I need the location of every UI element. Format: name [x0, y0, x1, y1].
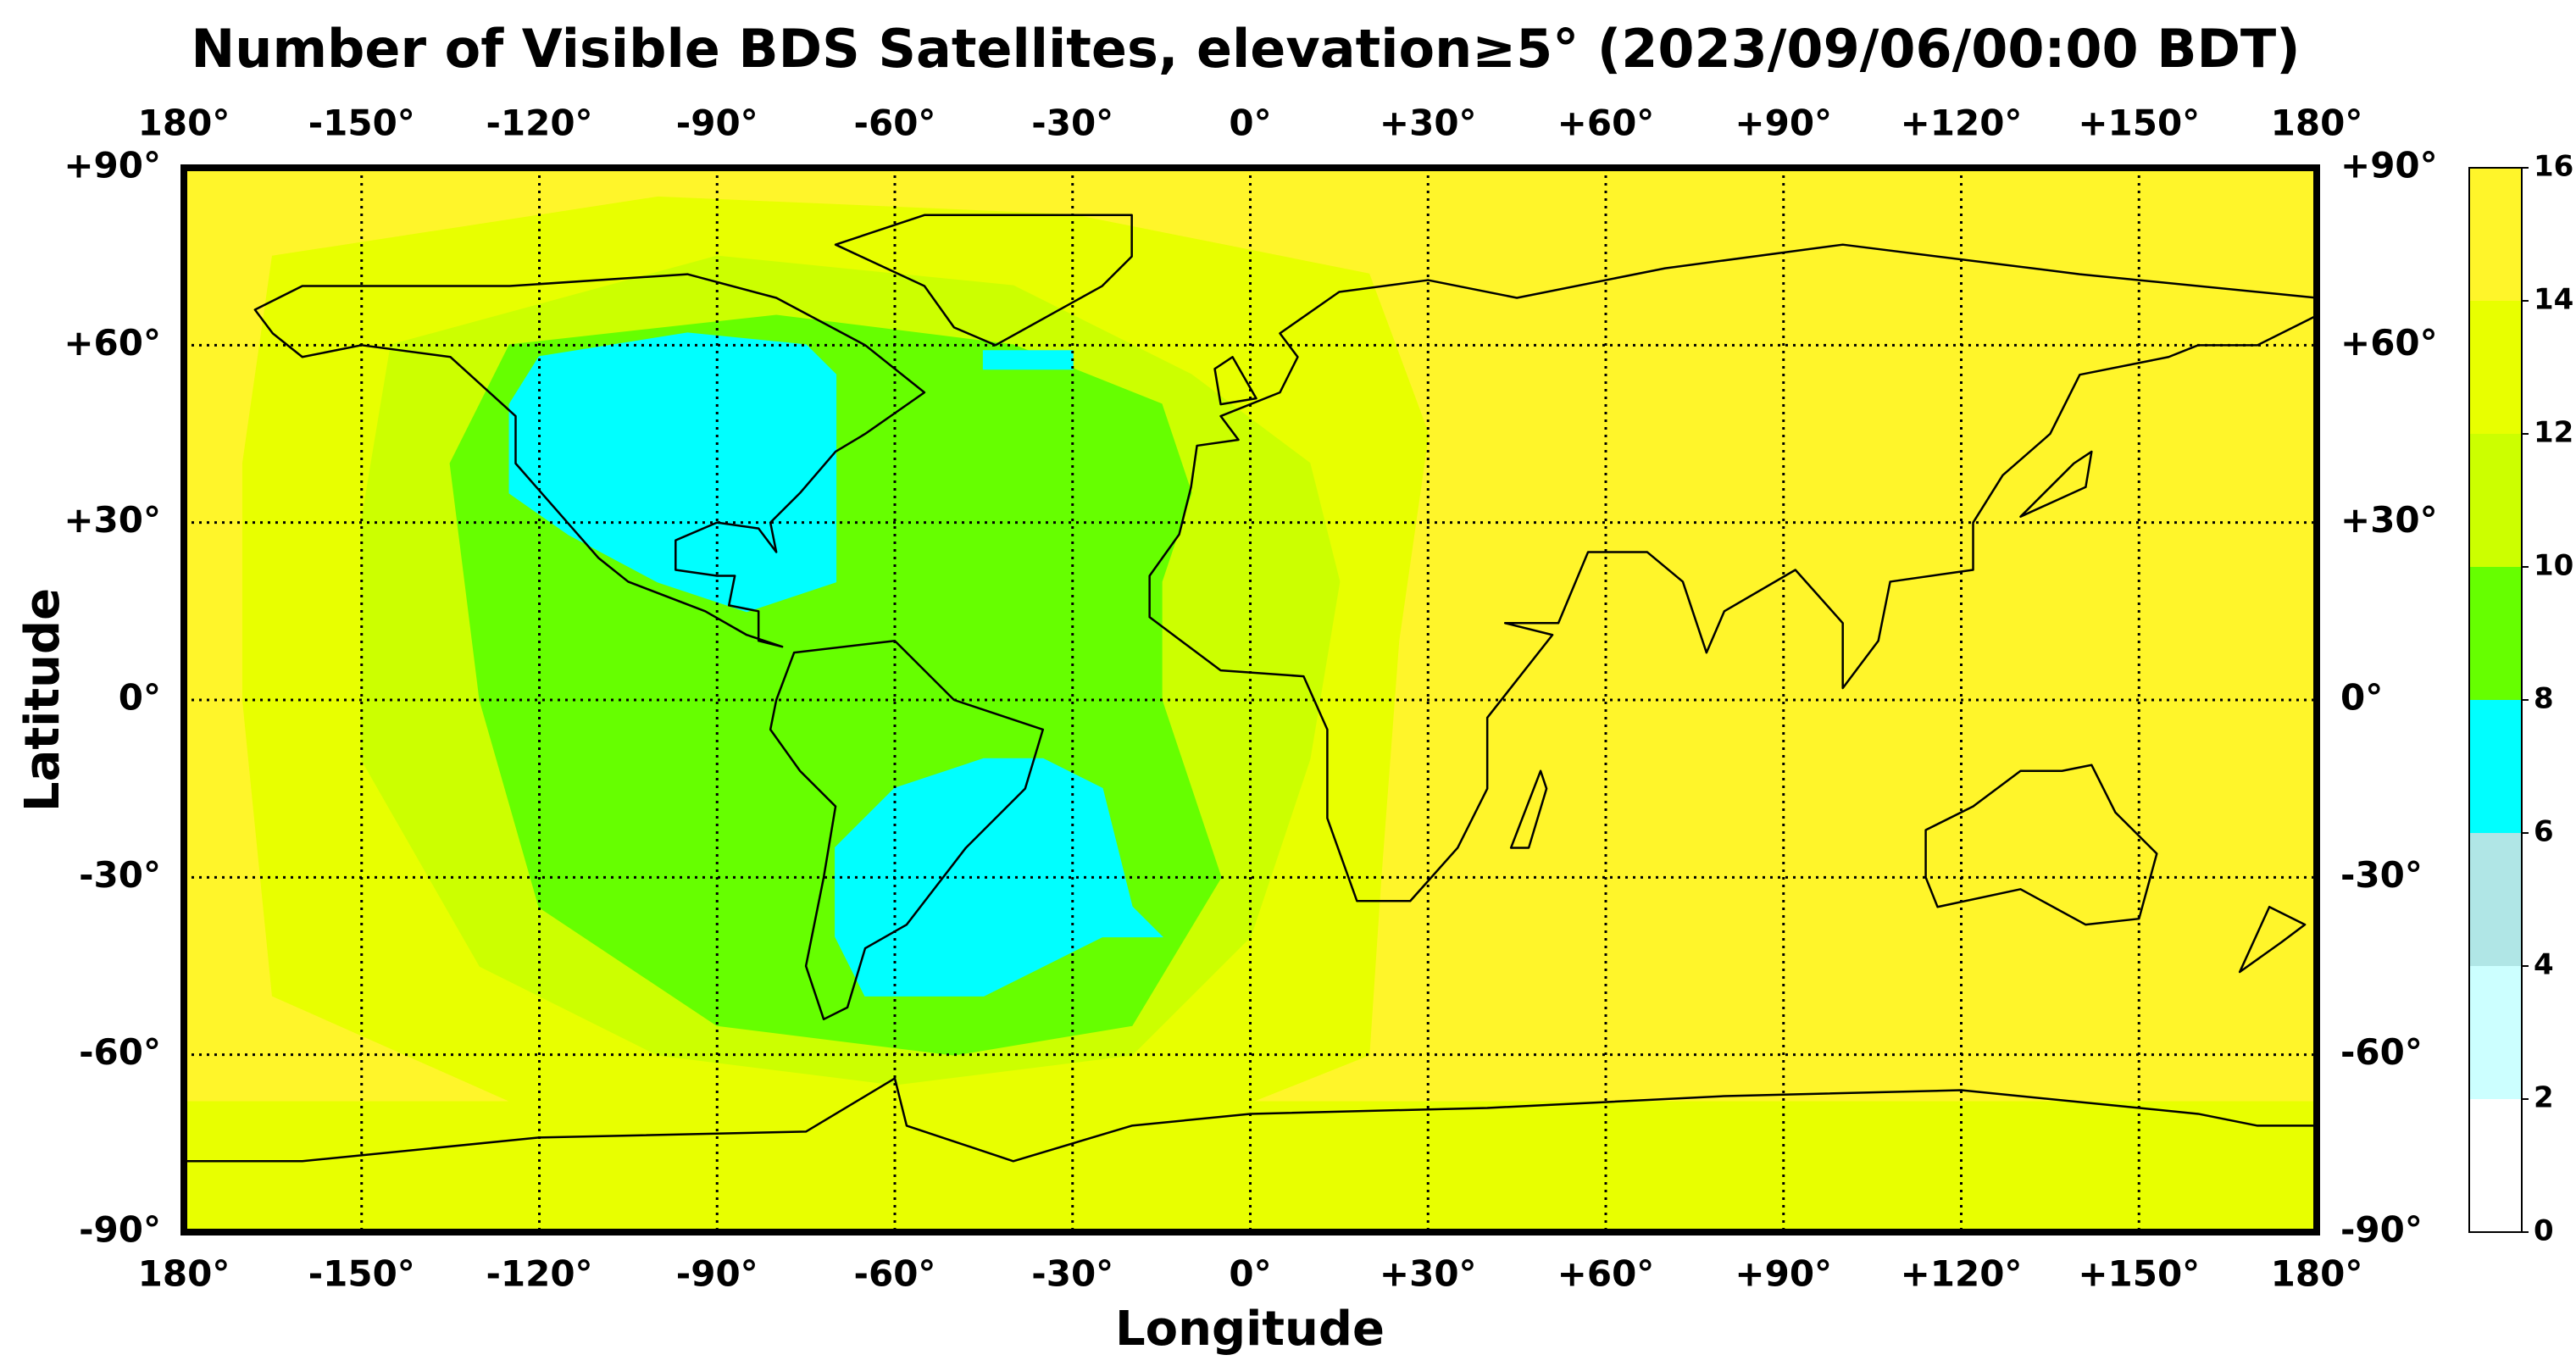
- coastlines: [184, 215, 2317, 1161]
- x-tick-label: +120°: [1901, 1253, 2023, 1295]
- x-tick-label: -150°: [308, 103, 415, 144]
- coastline: [770, 641, 1043, 1019]
- x-tick-label: 180°: [138, 103, 230, 144]
- colorbar-swatch: [2469, 301, 2522, 434]
- colorbar-swatch: [2469, 567, 2522, 700]
- x-tick-label: +120°: [1901, 103, 2023, 144]
- y-tick-label: -90°: [2340, 1209, 2423, 1251]
- coastline: [1215, 357, 2306, 972]
- x-tick-label: +90°: [1735, 1253, 1832, 1295]
- x-tick-label: -90°: [676, 1253, 758, 1295]
- plot-frame: [180, 164, 2320, 1236]
- coastline: [836, 215, 1132, 346]
- x-tick-label: 180°: [2271, 1253, 2363, 1295]
- colorbar-tick-label: 12: [2534, 416, 2573, 450]
- y-tick-label: -60°: [79, 1031, 161, 1073]
- x-tick-label: -60°: [854, 1253, 936, 1295]
- region: [982, 350, 1074, 370]
- y-tick-label: +60°: [64, 322, 161, 364]
- x-tick-label: +30°: [1380, 103, 1477, 144]
- field: [183, 167, 2318, 1233]
- y-tick-label: -90°: [79, 1209, 161, 1251]
- colorbar-tick-label: 16: [2534, 150, 2573, 184]
- x-tick-label: -150°: [308, 1253, 415, 1295]
- region: [508, 332, 837, 613]
- chart-title: Number of Visible BDS Satellites, elevat…: [191, 18, 2300, 80]
- x-tick-label: 180°: [138, 1253, 230, 1295]
- coastline: [1150, 245, 2317, 902]
- y-tick-label: +30°: [64, 499, 161, 541]
- y-tick-label: 0°: [119, 677, 161, 719]
- coastline: [255, 275, 924, 647]
- colorbar-swatch: [2469, 168, 2522, 301]
- colorbar: 0 2 4 6 8 10 12 14 16: [2468, 150, 2573, 1248]
- x-tick-label: 0°: [1229, 1253, 1271, 1295]
- x-tick-label: +150°: [2078, 1253, 2200, 1295]
- x-tick-label: -90°: [676, 103, 758, 144]
- x-tick-label: +90°: [1735, 103, 1832, 144]
- colorbar-tick-label: 0: [2534, 1214, 2554, 1248]
- colorbar-swatch: [2469, 833, 2522, 966]
- y-tick-label: 0°: [2340, 677, 2383, 719]
- y-tick-label: +60°: [2340, 322, 2438, 364]
- x-tick-label: +30°: [1380, 1253, 1477, 1295]
- colorbar-swatch: [2469, 1099, 2522, 1232]
- colorbar-tick-label: 10: [2534, 549, 2573, 583]
- y-tick-label: +30°: [2340, 499, 2438, 541]
- y-tick-label: -30°: [2340, 854, 2423, 896]
- x-tick-label: -30°: [1031, 1253, 1113, 1295]
- x-tick-label: +60°: [1557, 1253, 1655, 1295]
- colorbar-swatch: [2469, 966, 2522, 1099]
- x-tick-label: +60°: [1557, 103, 1655, 144]
- colorbar-tick-label: 14: [2534, 283, 2573, 317]
- x-tick-label: +150°: [2078, 103, 2200, 144]
- y-tick-label: +90°: [2340, 145, 2438, 186]
- x-tick-label: -30°: [1031, 103, 1113, 144]
- x-axis-label: Longitude: [1115, 1302, 1385, 1357]
- x-tick-label: -60°: [854, 103, 936, 144]
- y-axis-label: Latitude: [15, 588, 70, 812]
- colorbar-tick-label: 4: [2534, 948, 2554, 982]
- colorbar-tick-label: 8: [2534, 682, 2554, 716]
- x-tick-label: -120°: [486, 103, 592, 144]
- colorbar-swatch: [2469, 700, 2522, 833]
- x-tick-label: 180°: [2271, 103, 2363, 144]
- y-tick-label: +90°: [64, 145, 161, 186]
- colorbar-tick-label: 2: [2534, 1081, 2554, 1115]
- y-tick-label: -30°: [79, 854, 161, 896]
- region: [835, 758, 1164, 997]
- coastline: [184, 1079, 2317, 1162]
- colorbar-swatch: [2469, 434, 2522, 567]
- x-tick-label: 0°: [1229, 103, 1271, 144]
- y-tick-label: -60°: [2340, 1031, 2423, 1073]
- x-tick-label: -120°: [486, 1253, 592, 1295]
- colorbar-tick-label: 6: [2534, 815, 2554, 849]
- coastline: [1926, 765, 2157, 925]
